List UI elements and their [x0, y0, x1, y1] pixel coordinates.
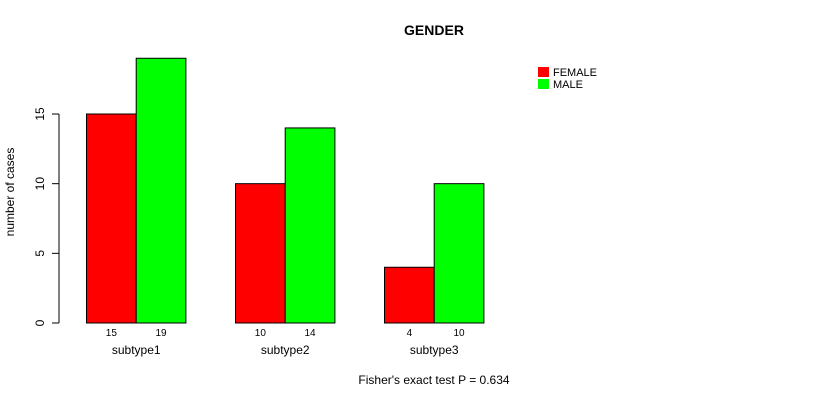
y-tick-label: 10: [33, 177, 47, 191]
y-axis-label: number of cases: [3, 148, 17, 237]
x-category-label: subtype2: [261, 343, 310, 357]
bar-value-label: 15: [106, 328, 118, 339]
bar-value-label: 14: [304, 328, 316, 339]
bar-female-subtype3: [384, 266, 435, 324]
bar-female-subtype2: [235, 183, 286, 324]
y-tick-label: 15: [33, 107, 47, 121]
x-category-label: subtype3: [410, 343, 459, 357]
legend-swatch-female: [538, 67, 549, 77]
chart-title: GENDER: [404, 22, 464, 38]
legend-label-male: MALE: [553, 79, 583, 91]
bar-male-subtype2: [284, 127, 336, 324]
legend-swatch-male: [538, 79, 549, 89]
y-tick-label: 5: [33, 250, 47, 257]
fisher-test-annotation: Fisher's exact test P = 0.634: [358, 373, 509, 387]
bar-value-label: 19: [155, 328, 167, 339]
bar-value-label: 4: [407, 328, 413, 339]
y-tick-label: 0: [33, 319, 47, 326]
bar-male-subtype3: [433, 183, 485, 324]
x-category-label: subtype1: [112, 343, 161, 357]
bar-male-subtype1: [135, 57, 187, 324]
bar-value-label: 10: [255, 328, 267, 339]
bars: 15 19 subtype1 10 14 subtype2 4 10 subtype3: [86, 57, 485, 357]
bar-value-label: 10: [453, 328, 465, 339]
y-axis: 0 5 10 15: [33, 107, 60, 326]
legend-label-female: FEMALE: [553, 67, 597, 79]
bar-female-subtype1: [86, 113, 137, 324]
